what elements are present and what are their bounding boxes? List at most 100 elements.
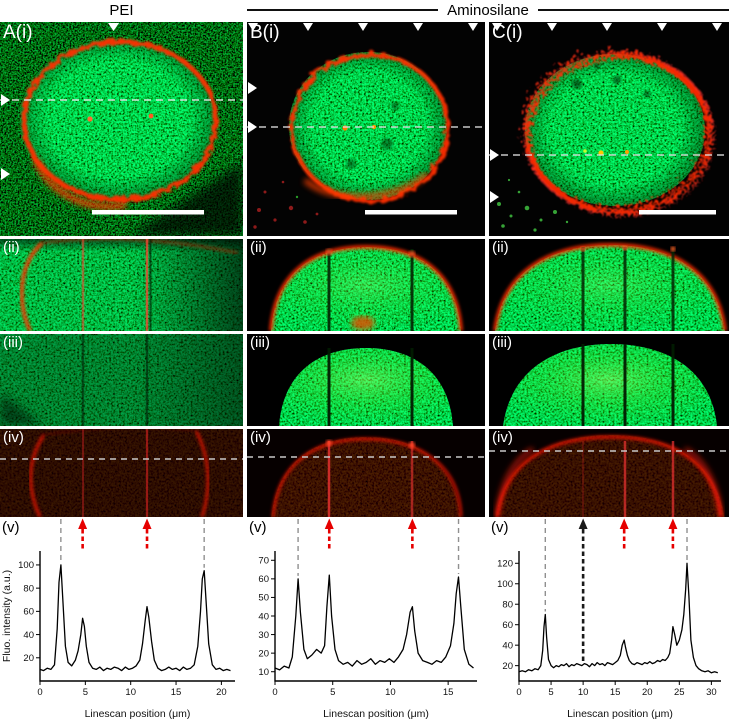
svg-text:10: 10 <box>578 687 589 698</box>
xz-red-image-a <box>0 429 243 517</box>
panel-c-iii: (iii) <box>489 334 729 426</box>
panel-label-b-i: B(i) <box>250 22 280 43</box>
panel-b-iii: (iii) <box>247 334 485 426</box>
xz-merge-image-c <box>489 239 729 331</box>
svg-text:40: 40 <box>258 611 269 622</box>
cell-body <box>20 39 216 199</box>
column-header-pei: PEI <box>0 0 243 20</box>
panel-a-i: A(i) <box>0 22 243 236</box>
confocal-xy-image-b <box>247 22 485 236</box>
svg-text:10: 10 <box>125 687 136 698</box>
cell-membrane <box>495 435 723 517</box>
panel-label-b-iii: (iii) <box>250 334 270 351</box>
panel-label-c-v: (v) <box>491 519 509 536</box>
membrane-edge <box>19 241 44 331</box>
aminosilane-label: Aminosilane <box>447 1 529 19</box>
panel-label-c-iii: (iii) <box>492 334 512 351</box>
panel-a-ii: (ii) <box>0 239 243 331</box>
panel-label-b-iv: (iv) <box>250 429 271 446</box>
xz-red-image-c <box>489 429 729 517</box>
svg-text:0: 0 <box>516 687 521 698</box>
svg-text:0: 0 <box>272 687 277 698</box>
svg-text:15: 15 <box>171 687 182 698</box>
svg-text:40: 40 <box>23 630 34 641</box>
svg-text:20: 20 <box>642 687 653 698</box>
svg-text:80: 80 <box>23 583 34 594</box>
svg-text:30: 30 <box>706 687 717 698</box>
xz-green-image-c <box>489 334 729 426</box>
svg-text:30: 30 <box>258 630 269 641</box>
panel-label-a-i: A(i) <box>3 22 33 43</box>
cell-membrane <box>521 49 709 211</box>
svg-text:10: 10 <box>385 687 396 698</box>
svg-text:40: 40 <box>502 640 513 651</box>
panel-label-b-ii: (ii) <box>250 239 267 256</box>
panel-label-b-v: (v) <box>249 519 267 536</box>
panel-label-a-iii: (iii) <box>3 334 23 351</box>
svg-text:15: 15 <box>610 687 621 698</box>
xz-red-image-b <box>247 429 485 517</box>
panel-label-a-ii: (ii) <box>3 239 20 256</box>
panel-label-c-ii: (ii) <box>492 239 509 256</box>
svg-text:5: 5 <box>548 687 553 698</box>
header-rule-right <box>537 9 729 11</box>
scale-bar <box>639 210 716 215</box>
panel-b-i: B(i) <box>247 22 485 236</box>
panel-b-ii: (ii) <box>247 239 485 331</box>
panel-label-a-v: (v) <box>2 519 20 536</box>
xz-green-image-b <box>247 334 485 426</box>
panel-b-iv: (iv) <box>247 429 485 517</box>
confocal-xy-image-c <box>489 22 729 236</box>
chart-panel-c-v: 20 40 60 80 100 120 0 5 10 15 20 25 30 Linescan posit… <box>489 517 729 723</box>
svg-text:100: 100 <box>497 579 513 590</box>
svg-text:5: 5 <box>83 687 88 698</box>
cell-body <box>289 52 447 200</box>
column-header-aminosilane: Aminosilane <box>247 0 729 20</box>
linescan-chart-a: 20 40 60 80 100 0 5 10 15 20 Linescan position (μm… <box>1 518 235 720</box>
panel-label-c-i: C(i) <box>492 22 523 43</box>
svg-text:0: 0 <box>37 687 42 698</box>
position-arrowhead-icons <box>490 23 722 203</box>
pei-label: PEI <box>109 1 134 19</box>
panel-label-a-iv: (iv) <box>3 429 24 446</box>
svg-text:Linescan position (μm): Linescan position (μm) <box>567 708 673 720</box>
cell-body <box>525 54 705 206</box>
linescan-chart-b: 10 20 30 40 50 60 70 0 5 10 15 Linescan position (μ… <box>258 518 477 720</box>
svg-text:20: 20 <box>258 648 269 659</box>
panel-label-c-iv: (iv) <box>492 429 513 446</box>
header-rule-left <box>247 9 439 11</box>
xz-merge-image-b <box>247 239 485 331</box>
svg-text:Linescan position (μm): Linescan position (μm) <box>323 708 429 720</box>
xz-merge-image-a <box>0 239 243 331</box>
debris-dots <box>497 178 569 232</box>
svg-text:120: 120 <box>497 559 513 570</box>
debris-dots <box>253 180 319 229</box>
svg-text:100: 100 <box>18 560 34 571</box>
svg-text:Linescan position (μm): Linescan position (μm) <box>85 708 191 720</box>
position-arrowhead-icons <box>248 23 478 133</box>
svg-text:5: 5 <box>330 687 335 698</box>
chart-panel-a-v: 20 40 60 80 100 0 5 10 15 20 Linescan position (μm… <box>0 517 243 723</box>
svg-text:20: 20 <box>502 661 513 672</box>
cell-membrane <box>493 242 727 331</box>
svg-text:25: 25 <box>674 687 685 698</box>
svg-text:Fluo. intensity (a.u.): Fluo. intensity (a.u.) <box>1 570 13 662</box>
panel-a-iii: (iii) <box>0 334 243 426</box>
scale-bar <box>365 210 457 215</box>
svg-text:20: 20 <box>23 653 34 664</box>
svg-text:20: 20 <box>216 687 227 698</box>
panel-a-iv: (iv) <box>0 429 243 517</box>
cell-membrane <box>271 437 463 517</box>
svg-text:10: 10 <box>258 667 269 678</box>
svg-text:15: 15 <box>443 687 454 698</box>
linescan-chart-c: 20 40 60 80 100 120 0 5 10 15 20 25 30 Linescan posit… <box>497 518 721 720</box>
cell-membrane <box>19 37 217 201</box>
svg-text:60: 60 <box>502 620 513 631</box>
position-arrowhead-icons <box>1 23 119 180</box>
chart-panel-b-v: 10 20 30 40 50 60 70 0 5 10 15 Linescan position (μ… <box>247 517 485 723</box>
svg-text:70: 70 <box>258 556 269 567</box>
panel-c-iv: (iv) <box>489 429 729 517</box>
svg-text:60: 60 <box>23 607 34 618</box>
svg-text:60: 60 <box>258 574 269 585</box>
